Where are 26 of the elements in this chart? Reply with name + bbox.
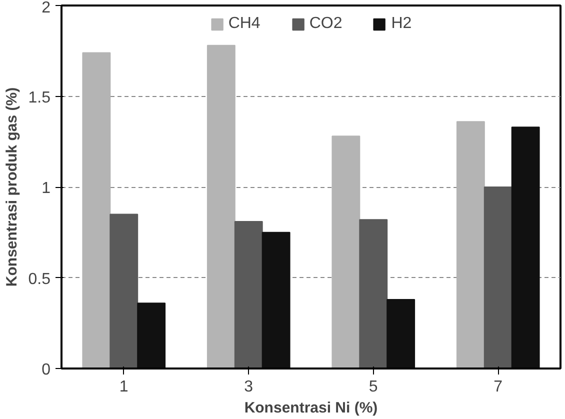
bar xyxy=(206,44,236,368)
bar xyxy=(82,52,111,368)
bar xyxy=(456,121,485,368)
legend-label: CO2 xyxy=(309,15,342,33)
y-tick-label: 2 xyxy=(42,0,51,16)
bar xyxy=(359,219,388,368)
x-axis-title: Konsentrasi Ni (%) xyxy=(244,400,378,416)
x-tick-label: 7 xyxy=(494,378,503,396)
x-tick-label: 1 xyxy=(119,378,128,396)
bar xyxy=(262,232,290,368)
y-tick-label: 0.5 xyxy=(28,270,51,288)
x-tick-label: 3 xyxy=(244,378,254,396)
y-tick-label: 1 xyxy=(42,180,51,197)
bar xyxy=(386,299,416,368)
bar xyxy=(234,220,263,368)
legend-label: H2 xyxy=(391,15,412,33)
bar xyxy=(484,186,512,368)
bar xyxy=(511,126,540,368)
legend-label: CH4 xyxy=(228,15,260,33)
bar xyxy=(332,136,360,368)
bar xyxy=(137,302,166,368)
y-tick-label: 1.5 xyxy=(28,89,51,106)
y-axis-title: Konsentrasi produk gas (%) xyxy=(3,87,20,287)
y-tick-label: 0 xyxy=(42,362,51,378)
bar xyxy=(110,214,138,368)
x-tick-label: 5 xyxy=(368,378,378,396)
